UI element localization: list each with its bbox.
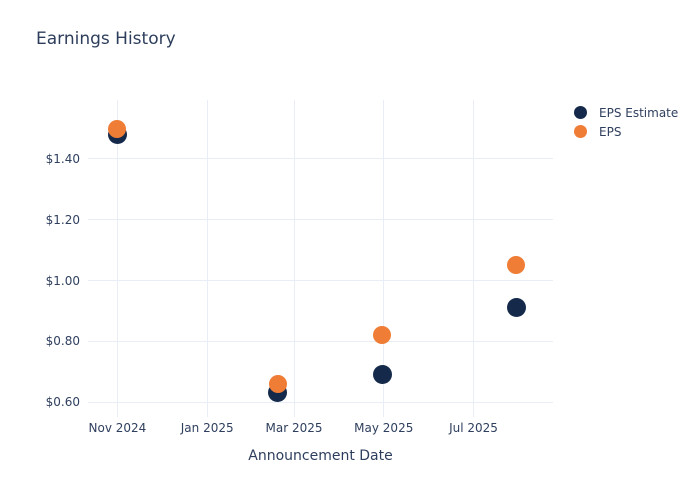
- data-point-eps-2[interactable]: [373, 326, 392, 345]
- x-gridline: [473, 100, 475, 417]
- x-gridline: [206, 100, 208, 417]
- y-gridline: [88, 340, 553, 342]
- chart-title: Earnings History: [36, 29, 176, 49]
- legend-swatch-eps-estimate-circle-icon: [574, 106, 587, 119]
- x-gridline: [383, 100, 385, 417]
- x-tick-label: Mar 2025: [265, 421, 323, 435]
- y-gridline: [88, 219, 553, 221]
- y-tick-label: $0.80: [45, 334, 80, 349]
- legend-entry-eps-estimate[interactable]: EPS Estimate: [574, 103, 678, 122]
- y-gridline: [88, 401, 553, 403]
- x-tick-label: Nov 2024: [88, 421, 147, 435]
- y-tick-label: $1.00: [45, 273, 80, 288]
- x-tick-label: Jul 2025: [449, 421, 498, 435]
- data-point-eps-estimate-2[interactable]: [372, 365, 392, 385]
- legend-label-eps: EPS: [599, 124, 622, 139]
- x-gridline: [293, 100, 295, 417]
- y-tick-label: $1.20: [45, 212, 80, 227]
- data-point-eps-1[interactable]: [268, 374, 287, 393]
- y-tick-label: $0.60: [45, 395, 80, 410]
- data-point-eps-3[interactable]: [507, 256, 526, 275]
- y-gridline: [88, 280, 553, 282]
- legend-entry-eps[interactable]: EPS: [574, 122, 678, 141]
- x-tick-label: May 2025: [354, 421, 414, 435]
- y-gridline: [88, 158, 553, 160]
- legend-swatch-eps-circle-icon: [574, 125, 587, 138]
- x-tick-label: Jan 2025: [180, 421, 234, 435]
- x-axis-title: Announcement Date: [248, 448, 393, 464]
- y-tick-label: $1.40: [45, 151, 80, 166]
- x-gridline: [116, 100, 118, 417]
- data-point-eps-0[interactable]: [108, 119, 127, 138]
- legend-label-eps-estimate: EPS Estimate: [599, 105, 679, 120]
- legend: EPS Estimate EPS: [574, 103, 678, 141]
- data-point-eps-estimate-3[interactable]: [506, 298, 526, 318]
